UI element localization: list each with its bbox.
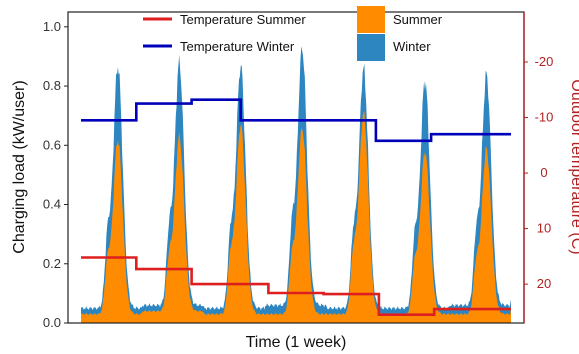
right-tick-label: 20: [537, 276, 551, 291]
legend-label-winter: Winter: [393, 39, 431, 54]
left-tick-label: 0.6: [43, 137, 61, 152]
right-axis-ticks: 20 10 0 -10 -20: [524, 54, 553, 291]
left-tick-label: 0.8: [43, 78, 61, 93]
legend-swatch-winter: [357, 34, 385, 61]
right-tick-label: 10: [537, 221, 551, 236]
summer-load-area: [81, 111, 511, 323]
left-axis-ticks: 0.0 0.2 0.4 0.6 0.8 1.0: [43, 19, 68, 330]
y-axis-title: Charging load (kW/user): [11, 80, 28, 253]
legend-label-temperature-summer: Temperature Summer: [180, 12, 306, 27]
right-tick-label: -10: [535, 110, 554, 125]
legend-label-summer: Summer: [393, 12, 443, 27]
y2-axis-title: Outdoor temperature (C): [568, 79, 579, 254]
temperature-lines: [81, 98, 511, 317]
right-tick-label: -20: [535, 54, 554, 69]
legend-label-temperature-winter: Temperature Winter: [180, 39, 295, 54]
left-tick-label: 0.0: [43, 315, 61, 330]
temperature-summer-line: [81, 256, 511, 317]
left-tick-label: 1.0: [43, 19, 61, 34]
load-areas: [81, 46, 511, 323]
winter-load-area: [81, 46, 511, 323]
left-tick-label: 0.4: [43, 197, 61, 212]
legend-swatch-summer: [357, 6, 385, 33]
right-tick-label: 0: [540, 165, 547, 180]
x-axis-title: Time (1 week): [246, 334, 347, 351]
left-tick-label: 0.2: [43, 256, 61, 271]
legend: Temperature Summer Summer Temperature Wi…: [143, 6, 443, 61]
temperature-winter-line: [81, 98, 511, 143]
